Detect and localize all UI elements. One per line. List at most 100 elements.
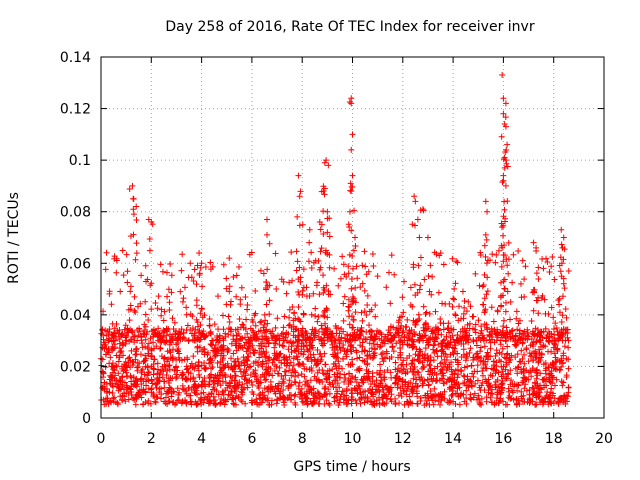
data-point — [536, 385, 543, 392]
data-point — [470, 354, 477, 361]
data-point — [142, 298, 149, 305]
data-point — [273, 400, 280, 407]
data-point — [192, 337, 199, 344]
data-point — [242, 326, 249, 333]
data-point — [459, 288, 466, 295]
data-point — [103, 345, 110, 352]
data-point — [318, 245, 325, 252]
data-point — [361, 308, 368, 315]
data-point — [110, 395, 117, 402]
data-point — [507, 316, 514, 323]
data-point — [150, 391, 157, 398]
data-point — [471, 390, 478, 397]
data-point — [320, 208, 327, 215]
data-point — [294, 337, 301, 344]
data-point — [411, 364, 418, 371]
data-point — [500, 252, 507, 259]
data-point — [215, 391, 222, 398]
data-point — [174, 385, 181, 392]
data-point — [158, 312, 165, 319]
data-point — [150, 371, 157, 378]
data-point — [284, 395, 291, 402]
data-point — [341, 271, 348, 278]
data-point — [521, 360, 528, 367]
data-point — [266, 311, 273, 318]
data-point — [272, 250, 279, 257]
data-point — [400, 365, 407, 372]
data-point — [455, 317, 462, 324]
data-point — [260, 270, 267, 277]
data-point — [369, 328, 376, 335]
data-point — [516, 317, 523, 324]
data-point — [162, 363, 169, 370]
data-point — [148, 353, 155, 360]
data-point — [321, 191, 328, 198]
data-point — [325, 291, 332, 298]
data-point — [484, 257, 491, 264]
data-point — [376, 335, 383, 342]
data-point — [165, 286, 172, 293]
data-point — [248, 397, 255, 404]
data-point — [162, 339, 169, 346]
data-point — [457, 391, 464, 398]
data-point — [449, 391, 456, 398]
data-point — [494, 376, 501, 383]
data-point — [225, 331, 232, 338]
data-point — [106, 337, 113, 344]
data-point — [267, 365, 274, 372]
data-point — [397, 314, 404, 321]
data-point — [454, 359, 461, 366]
data-point — [544, 258, 551, 265]
data-point — [487, 345, 494, 352]
data-point — [193, 281, 200, 288]
data-point — [358, 391, 365, 398]
data-point — [417, 207, 424, 214]
data-point — [426, 401, 433, 408]
data-point — [120, 368, 127, 375]
data-point — [542, 398, 549, 405]
y-tick-label: 0.12 — [60, 102, 91, 118]
data-point — [440, 337, 447, 344]
data-point — [463, 332, 470, 339]
data-point — [535, 264, 542, 271]
data-point — [147, 400, 154, 407]
data-point — [349, 336, 356, 343]
data-point — [158, 306, 165, 313]
data-point — [108, 301, 115, 308]
data-point — [412, 198, 419, 205]
data-point — [526, 391, 533, 398]
data-point — [273, 385, 280, 392]
data-point — [304, 333, 311, 340]
data-point — [233, 347, 240, 354]
data-point — [399, 361, 406, 368]
data-point — [345, 307, 352, 314]
data-point — [187, 362, 194, 369]
data-point — [252, 322, 259, 329]
data-point — [215, 348, 222, 355]
data-point — [195, 382, 202, 389]
data-point — [234, 382, 241, 389]
data-point — [217, 382, 224, 389]
data-point — [441, 336, 448, 343]
data-point — [230, 350, 237, 357]
data-point — [553, 376, 560, 383]
data-point — [466, 320, 473, 327]
data-point — [383, 383, 390, 390]
data-point — [463, 350, 470, 357]
data-point — [157, 369, 164, 376]
data-point — [145, 377, 152, 384]
data-point — [478, 382, 485, 389]
data-point — [214, 293, 221, 300]
data-point — [266, 240, 273, 247]
data-point — [488, 386, 495, 393]
data-point — [555, 337, 562, 344]
data-point — [294, 213, 301, 220]
data-point — [225, 325, 232, 332]
data-point — [245, 353, 252, 360]
x-tick-label: 6 — [247, 431, 256, 447]
data-point — [259, 399, 266, 406]
data-point — [161, 354, 168, 361]
data-point — [425, 382, 432, 389]
data-point — [260, 327, 267, 334]
data-point — [512, 333, 519, 340]
